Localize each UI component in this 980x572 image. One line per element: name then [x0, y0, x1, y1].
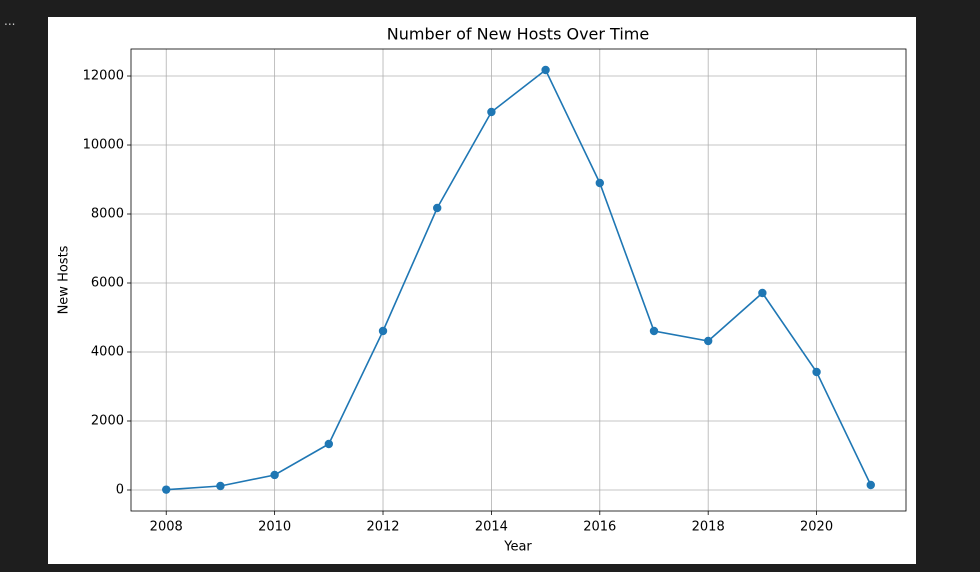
y-tick-label: 10000	[83, 138, 124, 153]
chart-title: Number of New Hosts Over Time	[387, 25, 649, 44]
y-axis-label: New Hosts	[57, 245, 72, 314]
x-tick-label: 2018	[692, 520, 725, 535]
marker	[812, 367, 821, 377]
plot-frame	[130, 48, 907, 512]
x-tick-label: 2020	[800, 520, 833, 535]
marker	[649, 326, 659, 336]
marker	[433, 203, 442, 213]
toolbar-ellipsis[interactable]: ...	[4, 14, 16, 28]
x-tick-label: 2016	[583, 520, 616, 535]
x-tick-label: 2014	[475, 520, 508, 535]
marker	[324, 439, 334, 449]
y-tick-label: 0	[116, 482, 124, 497]
y-tick-label: 8000	[91, 207, 124, 222]
x-axis-label: Year	[503, 540, 532, 555]
marker	[758, 288, 767, 298]
marker	[541, 65, 550, 75]
marker	[703, 336, 713, 346]
chart: Number of New Hosts Over Time Year New H…	[48, 17, 916, 564]
marker	[866, 480, 875, 490]
y-tick-label: 2000	[91, 413, 124, 428]
y-tick-label: 4000	[91, 344, 124, 359]
marker	[595, 178, 604, 188]
marker	[378, 326, 388, 336]
marker	[162, 485, 171, 494]
marker	[270, 470, 279, 480]
x-tick-label: 2008	[150, 520, 183, 535]
marker	[216, 481, 225, 491]
y-tick-label: 6000	[91, 276, 124, 291]
y-tick-label: 12000	[83, 69, 124, 84]
x-tick-label: 2012	[366, 520, 399, 535]
figure-background	[48, 17, 916, 564]
line	[166, 68, 872, 491]
marker	[487, 107, 496, 117]
x-tick-label: 2010	[258, 520, 291, 535]
